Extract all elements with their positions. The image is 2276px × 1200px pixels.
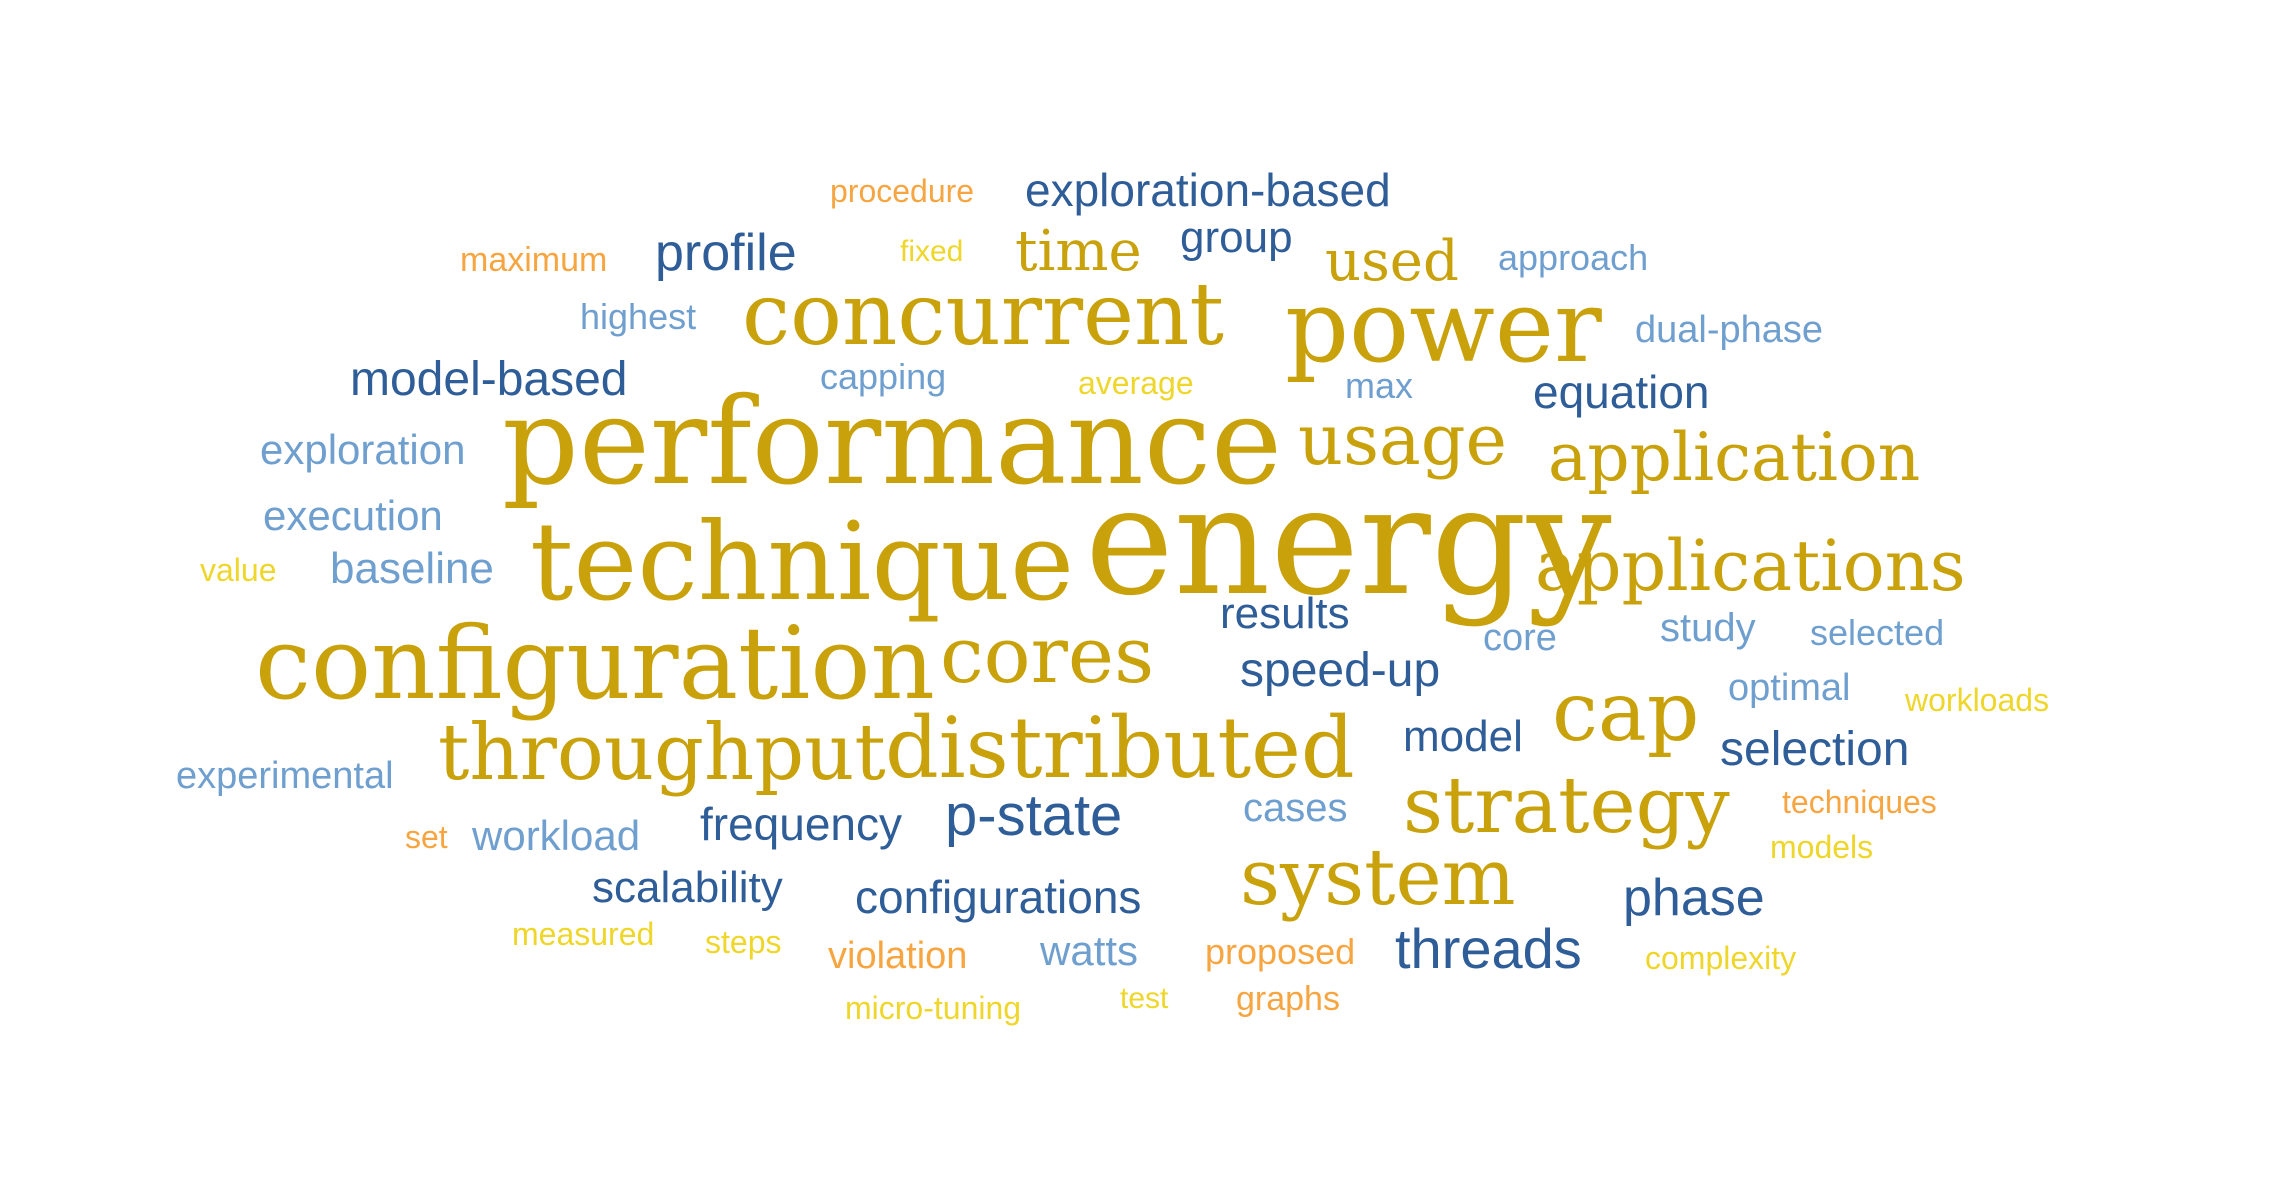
- word-strategy: strategy: [1403, 761, 1730, 851]
- word-configuration: configuration: [255, 605, 935, 722]
- word-maximum: maximum: [460, 241, 608, 279]
- word-energy: energy: [1085, 455, 1612, 629]
- word-set: set: [405, 819, 448, 855]
- word-cases: cases: [1243, 786, 1348, 830]
- word-models: models: [1770, 829, 1874, 865]
- word-complexity: complexity: [1645, 940, 1797, 976]
- word-techniques: techniques: [1782, 784, 1937, 820]
- word-workload: workload: [472, 812, 641, 859]
- word-core: core: [1483, 617, 1557, 659]
- word-watts: watts: [1040, 927, 1139, 974]
- word-model-based: model-based: [350, 353, 628, 406]
- word-system: system: [1240, 833, 1516, 923]
- word-dual-phase: dual-phase: [1635, 309, 1824, 351]
- word-concurrent: concurrent: [742, 265, 1224, 365]
- word-technique: technique: [530, 500, 1075, 625]
- word-max: max: [1345, 365, 1414, 406]
- word-experimental: experimental: [176, 755, 394, 797]
- word-measured: measured: [512, 916, 655, 952]
- word-results: results: [1220, 589, 1350, 638]
- word-exploration: exploration: [260, 426, 466, 473]
- word-performance: performance: [502, 373, 1283, 512]
- word-throughput: throughput: [438, 708, 886, 798]
- word-application: application: [1548, 419, 1921, 496]
- word-proposed: proposed: [1205, 931, 1356, 972]
- word-execution: execution: [263, 492, 443, 539]
- word-power: power: [1285, 268, 1602, 385]
- word-speed-up: speed-up: [1240, 644, 1441, 697]
- word-optimal: optimal: [1728, 667, 1851, 709]
- word-scalability: scalability: [592, 863, 783, 912]
- word-fixed: fixed: [900, 235, 964, 268]
- word-time: time: [1015, 219, 1142, 284]
- word-value: value: [200, 552, 277, 588]
- word-selected: selected: [1810, 612, 1945, 653]
- word-cores: cores: [940, 611, 1155, 701]
- word-study: study: [1660, 606, 1756, 650]
- word-steps: steps: [705, 924, 782, 960]
- word-p-state: p-state: [945, 783, 1123, 848]
- word-group: group: [1180, 213, 1293, 262]
- word-test: test: [1120, 982, 1169, 1015]
- word-capping: capping: [820, 356, 947, 397]
- word-exploration-based: exploration-based: [1025, 164, 1391, 216]
- word-average: average: [1078, 365, 1194, 401]
- word-equation: equation: [1533, 366, 1710, 418]
- word-graphs: graphs: [1236, 980, 1340, 1018]
- word-procedure: procedure: [830, 173, 975, 209]
- word-threads: threads: [1395, 917, 1582, 980]
- word-highest: highest: [580, 296, 697, 337]
- word-usage: usage: [1298, 399, 1507, 481]
- word-frequency: frequency: [700, 798, 903, 850]
- word-profile: profile: [655, 224, 797, 282]
- word-distributed: distributed: [885, 699, 1355, 797]
- word-approach: approach: [1498, 237, 1649, 278]
- word-workloads: workloads: [1905, 682, 2050, 718]
- word-configurations: configurations: [855, 871, 1142, 923]
- word-baseline: baseline: [330, 544, 494, 593]
- word-applications: applications: [1535, 525, 1966, 607]
- word-selection: selection: [1720, 723, 1910, 776]
- word-used: used: [1325, 229, 1459, 294]
- word-cap: cap: [1552, 665, 1700, 760]
- word-micro-tuning: micro-tuning: [845, 990, 1022, 1026]
- word-violation: violation: [828, 935, 968, 977]
- word-model: model: [1403, 712, 1523, 761]
- word-phase: phase: [1623, 869, 1765, 927]
